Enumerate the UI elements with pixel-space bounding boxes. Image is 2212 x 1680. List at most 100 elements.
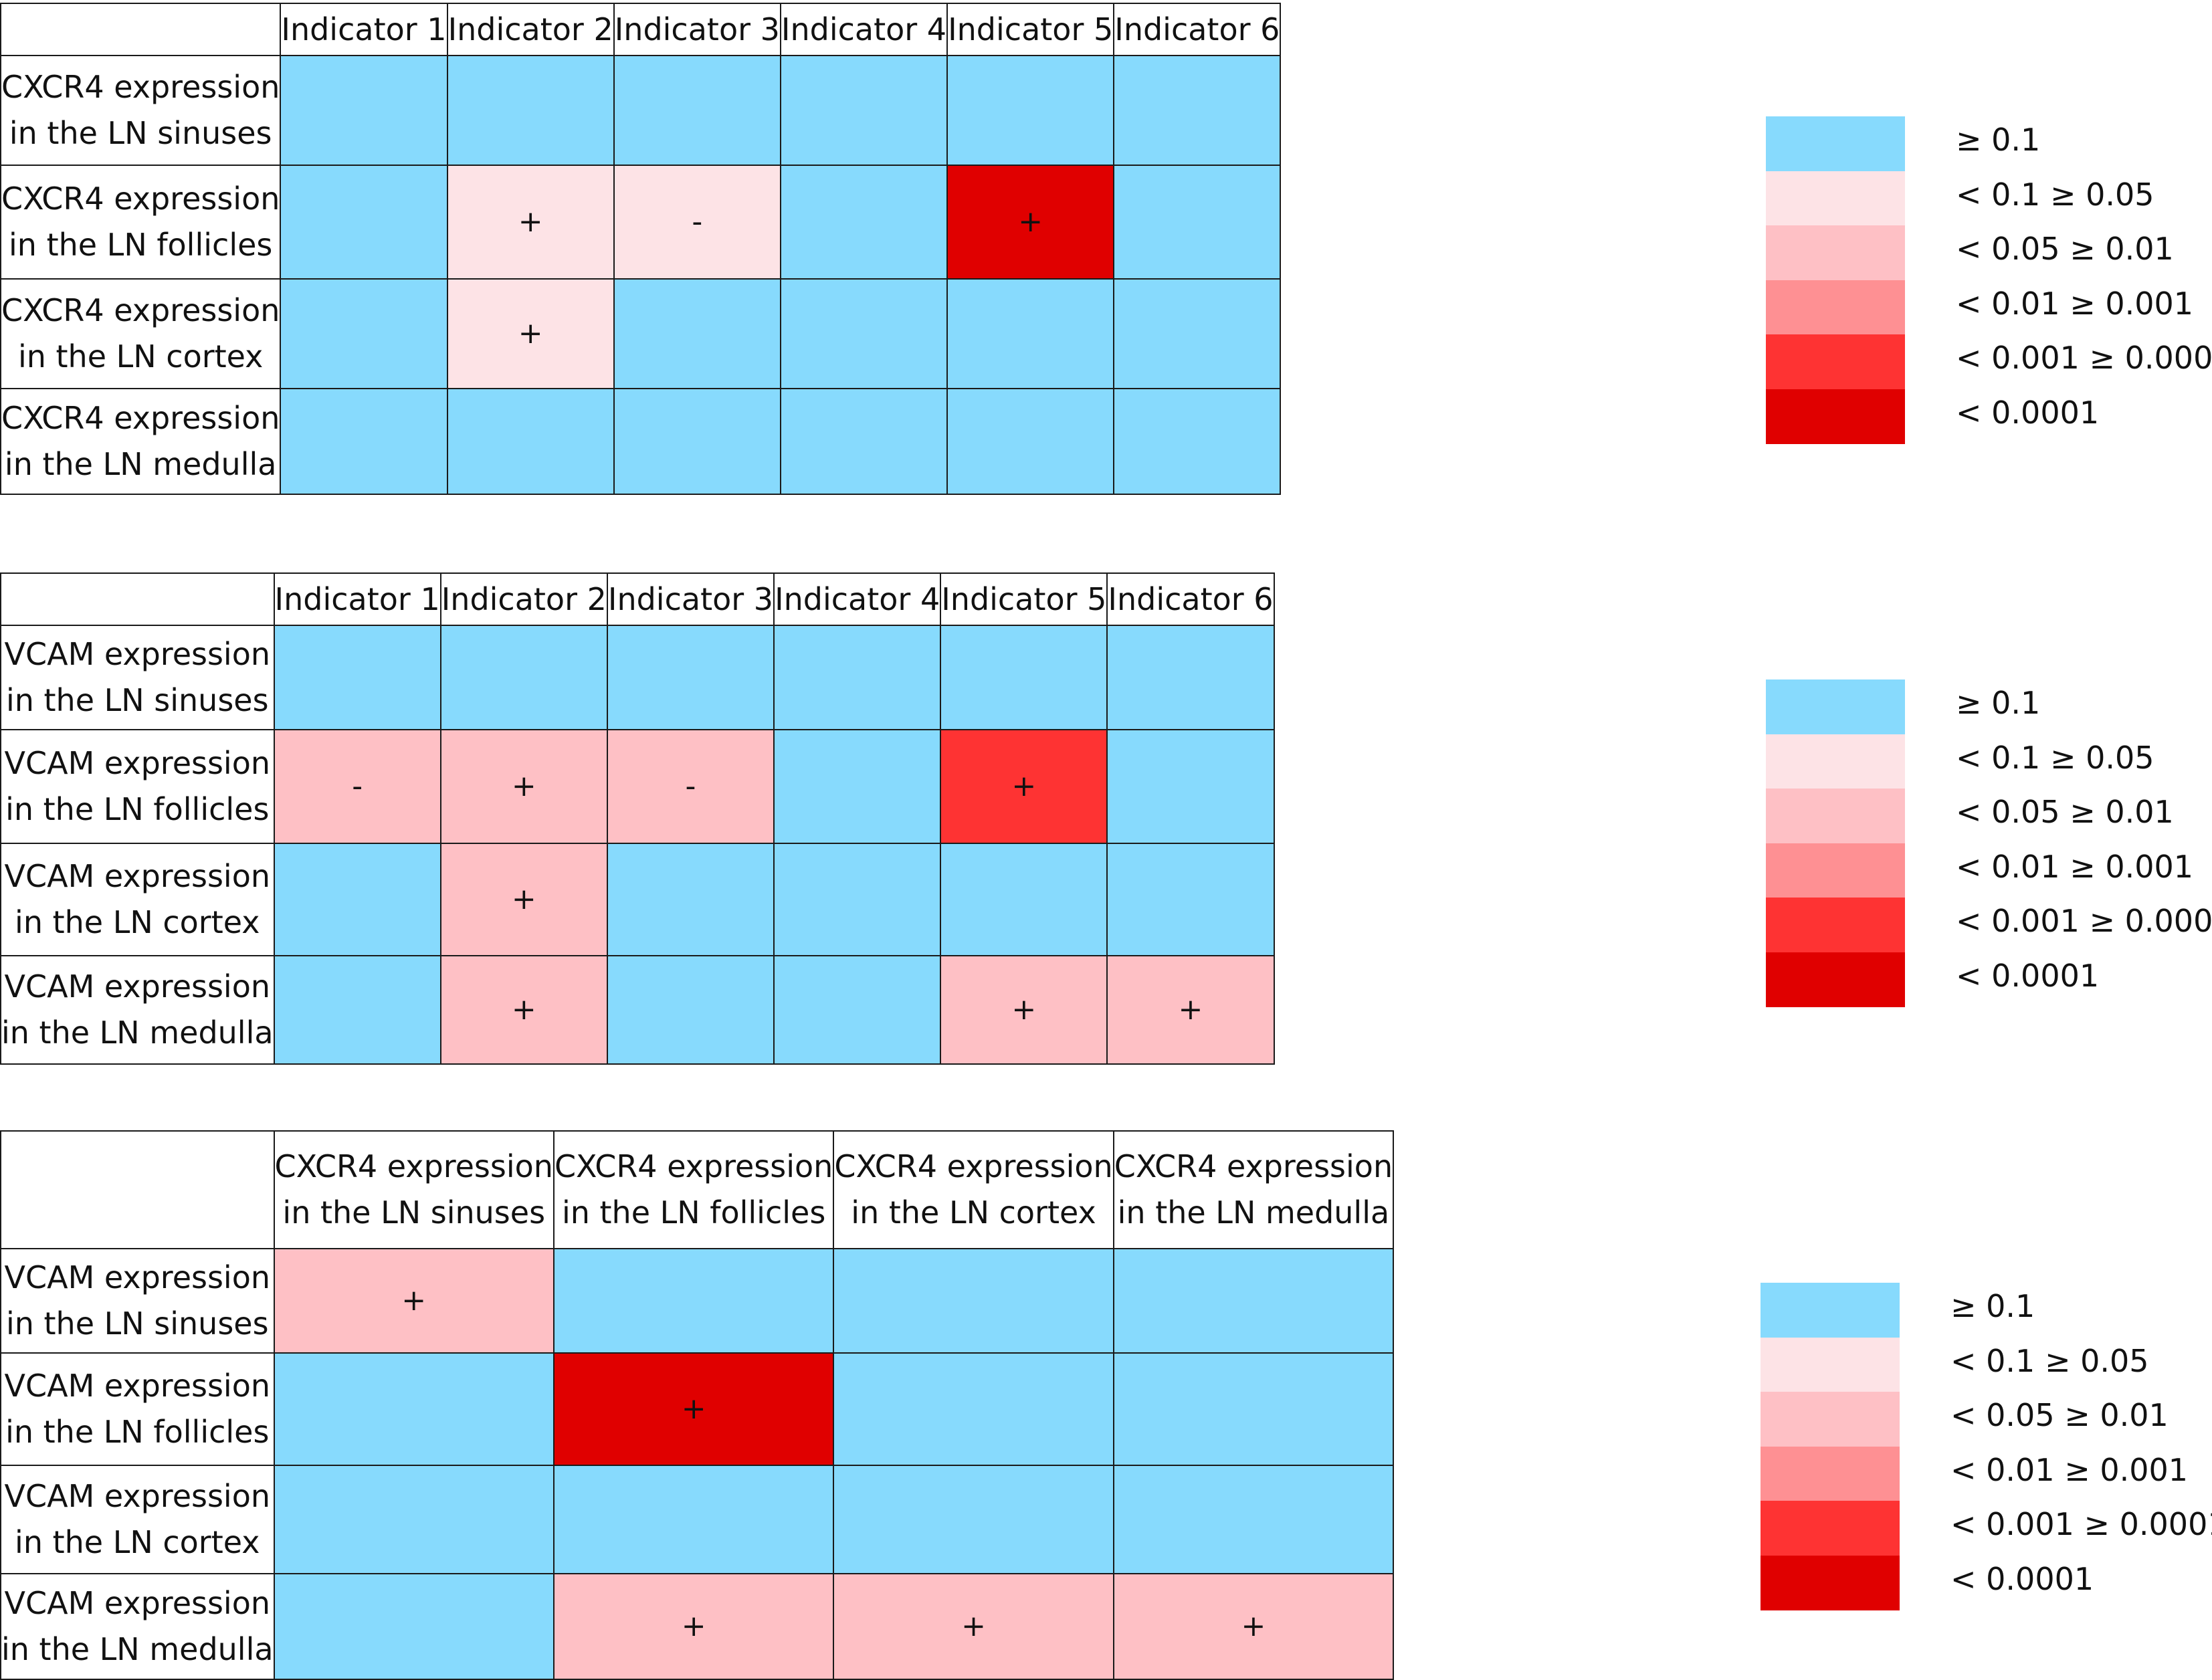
heatmap-cell: + (446, 165, 615, 280)
label-line: Indicator 1 (281, 11, 447, 47)
column-header: Indicator 5 (946, 3, 1115, 56)
legend-swatch (1761, 1446, 1900, 1501)
heatmap-cell (940, 843, 1108, 956)
column-header: Indicator 4 (773, 572, 942, 626)
column-header: Indicator 1 (273, 572, 441, 626)
label-line: Indicator 6 (1108, 581, 1274, 617)
label-line: CXCR4 expression (1, 400, 280, 436)
label-line: in the LN sinuses (5, 682, 269, 718)
heatmap-cell: + (446, 278, 615, 389)
row-header: CXCR4 expression in the LN sinuses (0, 55, 282, 166)
label-line: in the LN follicles (5, 1414, 270, 1450)
legend-label: < 0.01 ≥ 0.001 (1950, 1451, 2189, 1488)
legend-swatch (1766, 334, 1905, 389)
heatmap-cell (1112, 1352, 1395, 1466)
heatmap-cell (273, 1465, 555, 1574)
legend-label: < 0.0001 (1950, 1560, 2094, 1597)
row-header: VCAM expression in the LN follicles (0, 729, 275, 844)
label-line: Indicator 3 (614, 11, 780, 47)
heatmap-cell (552, 1248, 835, 1354)
legend-swatch (1761, 1337, 1900, 1392)
legend-swatch (1766, 952, 1905, 1007)
legend-swatch (1766, 225, 1905, 280)
label-line: in the LN sinuses (9, 115, 272, 151)
heatmap-cell: + (946, 165, 1115, 280)
legend-swatch (1761, 1283, 1900, 1338)
heatmap-cell (280, 278, 448, 389)
label-line: CXCR4 expression (554, 1148, 833, 1184)
corner-cell (0, 1130, 275, 1249)
column-header: Indicator 5 (940, 572, 1108, 626)
table-row: VCAM expression in the LN medulla + + + (0, 955, 1275, 1065)
heatmap-cell (1112, 1465, 1395, 1574)
heatmap-cell (773, 955, 942, 1065)
label-line: VCAM expression (4, 968, 271, 1005)
heatmap-cell (1112, 1248, 1395, 1354)
column-header: Indicator 3 (606, 572, 775, 626)
heatmap-cell (613, 55, 781, 166)
heatmap-cell (779, 278, 948, 389)
heatmap-cell: + (833, 1573, 1114, 1680)
heatmap-cell (273, 843, 441, 956)
label-line: Indicator 3 (607, 581, 774, 617)
table-row: CXCR4 expression in the LN cortex + (0, 278, 1282, 389)
label-line: VCAM expression (4, 1585, 271, 1621)
table-row: VCAM expression in the LN sinuses (0, 625, 1275, 730)
label-line: Indicator 4 (775, 581, 940, 617)
label-line: in the LN follicles (9, 227, 273, 263)
heatmap-cell (946, 278, 1115, 389)
label-line: in the LN medulla (1, 1015, 274, 1051)
column-header: CXCR4 expression in the LN medulla (1112, 1130, 1395, 1249)
table-row: CXCR4 expression in the LN medulla (0, 388, 1282, 495)
label-line: in the LN medulla (1, 1631, 274, 1667)
heatmap-table: CXCR4 expression in the LN sinuses CXCR4 e… (0, 1130, 1395, 1680)
heatmap-cell (273, 1352, 555, 1466)
row-header: VCAM expression in the LN cortex (0, 843, 275, 956)
label-line: in the LN follicles (561, 1194, 826, 1231)
table-row: CXCR4 expression in the LN sinuses (0, 55, 1282, 166)
label-line: Indicator 5 (948, 11, 1114, 47)
heatmap-table: Indicator 1 Indicator 2 Indicator 3 Indicat… (0, 572, 1275, 1065)
row-header: CXCR4 expression in the LN medulla (0, 388, 282, 495)
legend-label: ≥ 0.1 (1950, 1288, 2035, 1324)
heatmap-cell (273, 955, 441, 1065)
label-line: VCAM expression (4, 1368, 271, 1404)
heatmap-cell (606, 625, 775, 730)
legend-swatch (1766, 116, 1905, 171)
label-line: VCAM expression (4, 858, 271, 894)
legend-label: < 0.001 ≥ 0.0001 (1956, 340, 2212, 376)
heatmap-cell (1106, 729, 1275, 844)
heatmap-cell (1113, 388, 1282, 495)
heatmap-cell (273, 625, 441, 730)
heatmap-cell: - (613, 165, 781, 280)
heatmap-cell (833, 1352, 1114, 1466)
column-header: Indicator 2 (439, 572, 608, 626)
label-line: CXCR4 expression (1, 181, 280, 217)
label-line: CXCR4 expression (834, 1148, 1113, 1184)
heatmap-cell: + (439, 729, 608, 844)
legend-swatch (1761, 1392, 1900, 1447)
heatmap-cell (940, 625, 1108, 730)
heatmap-cell (779, 388, 948, 495)
heatmap-cell: + (1112, 1573, 1395, 1680)
label-line: in the LN cortex (17, 338, 264, 375)
heatmap-cell (773, 843, 942, 956)
heatmap-cell (606, 843, 775, 956)
row-header: VCAM expression in the LN cortex (0, 1465, 275, 1574)
heatmap-cell: + (552, 1573, 835, 1680)
legend-label: ≥ 0.1 (1956, 122, 2041, 158)
header-row: Indicator 1 Indicator 2 Indicator 3 Indicat… (0, 572, 1275, 626)
legend-swatch (1766, 898, 1905, 952)
label-line: VCAM expression (4, 636, 271, 672)
heatmap-cell (280, 55, 448, 166)
corner-cell (0, 572, 275, 626)
label-line: in the LN cortex (15, 1524, 260, 1560)
heatmap-cell: + (439, 955, 608, 1065)
legend-swatch (1766, 171, 1905, 226)
label-line: Indicator 1 (274, 581, 440, 617)
legend-swatch (1766, 734, 1905, 789)
table-row: VCAM expression in the LN cortex + (0, 843, 1275, 956)
label-line: Indicator 5 (941, 581, 1107, 617)
heatmap-cell (280, 388, 448, 495)
heatmap-cell (833, 1248, 1114, 1354)
